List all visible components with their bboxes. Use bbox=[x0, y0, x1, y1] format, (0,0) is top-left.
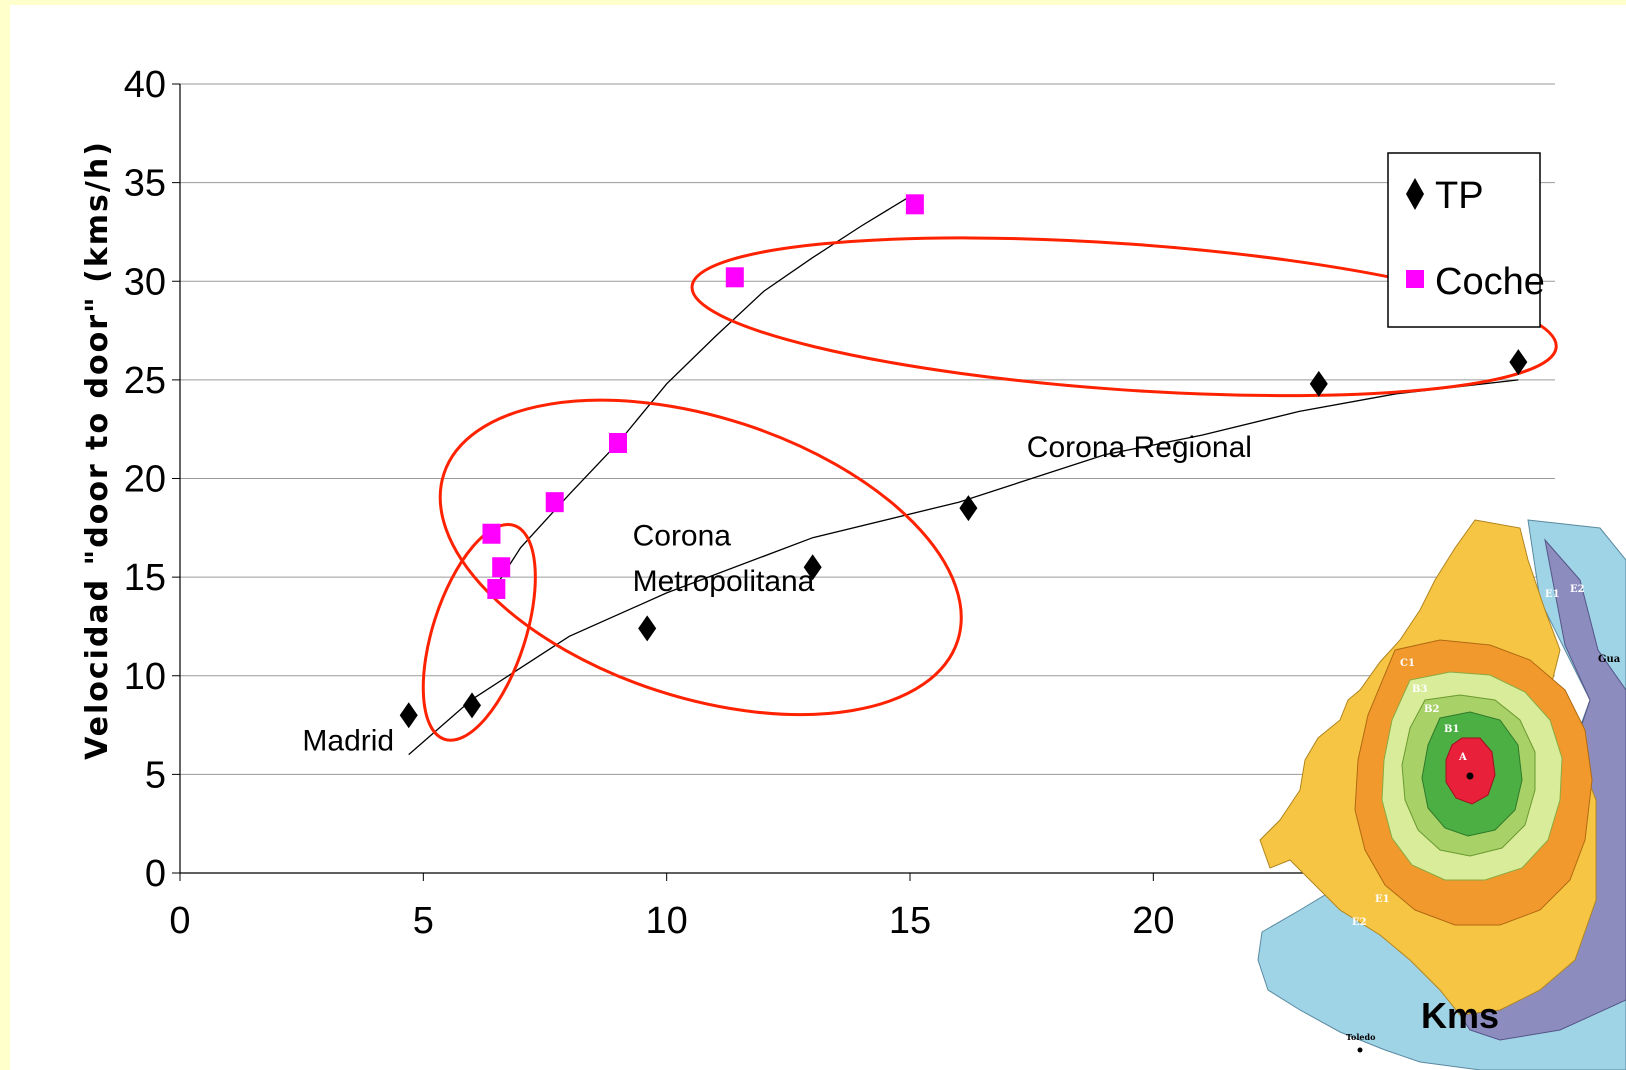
legend-coche-label: Coche bbox=[1435, 261, 1545, 303]
madrid-zone-map: A B1 B2 B3 C1 C2 E1 E2 E1 E2 Gua Toledo bbox=[1257, 519, 1626, 1070]
y-tick-label: 15 bbox=[124, 557, 166, 599]
data-points bbox=[399, 194, 1528, 729]
axes: 0510152025303540051015202530 bbox=[124, 64, 1626, 942]
legend-tp-label: TP bbox=[1435, 175, 1484, 217]
highlight-ellipse-2 bbox=[438, 398, 963, 717]
x-axis-title: Kms bbox=[1421, 995, 1499, 1036]
annotations: Madrid Corona Metropolitana Corona Regional bbox=[302, 431, 1252, 758]
toledo-dot bbox=[1357, 1047, 1363, 1053]
map-label-e2-bottom: E2 bbox=[1352, 917, 1367, 928]
y-axis-title: Velocidad "door to door" (kms/h) bbox=[80, 140, 115, 760]
annotation-label: Corona bbox=[633, 520, 732, 553]
map-label-toledo: Toledo bbox=[1346, 1032, 1376, 1042]
trendline-tp bbox=[408, 379, 1519, 756]
y-tick-label: 0 bbox=[145, 853, 166, 895]
y-tick-label: 30 bbox=[124, 261, 166, 303]
y-tick-label: 10 bbox=[124, 656, 166, 698]
map-label-gua: Gua bbox=[1598, 654, 1621, 665]
map-label-a: A bbox=[1458, 752, 1467, 763]
x-tick-label: 20 bbox=[1132, 900, 1174, 942]
highlight-ellipses bbox=[421, 236, 1558, 742]
point-coche bbox=[725, 267, 744, 288]
map-label-e2-top: E2 bbox=[1570, 584, 1585, 595]
map-label-c2: C2 bbox=[1378, 632, 1393, 643]
point-coche bbox=[609, 432, 627, 453]
legend: TP Coche bbox=[1387, 152, 1545, 328]
point-tp bbox=[959, 495, 978, 522]
point-tp bbox=[803, 554, 822, 581]
madrid-center-dot bbox=[1466, 772, 1474, 780]
point-tp bbox=[638, 615, 657, 642]
point-coche bbox=[905, 194, 924, 215]
annotation-label: Metropolitana bbox=[633, 565, 815, 598]
map-label-c1: C1 bbox=[1400, 658, 1415, 669]
point-coche bbox=[487, 578, 506, 599]
y-tick-label: 40 bbox=[124, 64, 166, 106]
point-tp bbox=[399, 702, 418, 729]
y-tick-label: 5 bbox=[145, 754, 166, 796]
point-tp bbox=[463, 692, 481, 719]
annotation-label: Madrid bbox=[302, 725, 394, 758]
x-tick-label: 10 bbox=[646, 900, 688, 942]
map-label-b2: B2 bbox=[1424, 704, 1439, 715]
annotation-label: Corona Regional bbox=[1027, 431, 1252, 464]
map-label-b1: B1 bbox=[1444, 724, 1459, 735]
grid-lines bbox=[180, 83, 1555, 775]
x-tick-label: 5 bbox=[413, 900, 434, 942]
map-label-e1-bottom: E1 bbox=[1375, 894, 1390, 905]
map-zone-a bbox=[1445, 737, 1496, 805]
point-coche bbox=[545, 492, 564, 513]
point-coche bbox=[492, 557, 511, 578]
highlight-ellipse-1 bbox=[421, 522, 537, 742]
legend-coche-marker bbox=[1406, 270, 1424, 288]
x-tick-label: 0 bbox=[169, 900, 190, 942]
y-tick-label: 25 bbox=[124, 360, 166, 402]
y-tick-label: 35 bbox=[124, 163, 166, 205]
point-tp bbox=[1309, 370, 1328, 397]
trendlines bbox=[408, 195, 1519, 756]
highlight-ellipse-3 bbox=[690, 236, 1558, 398]
map-label-e1-top: E1 bbox=[1545, 589, 1560, 600]
x-tick-label: 15 bbox=[889, 900, 931, 942]
y-tick-label: 20 bbox=[124, 459, 166, 501]
point-coche bbox=[482, 523, 501, 544]
map-label-b3: B3 bbox=[1412, 684, 1427, 695]
legend-tp-marker bbox=[1406, 178, 1424, 210]
point-tp bbox=[1509, 349, 1528, 376]
